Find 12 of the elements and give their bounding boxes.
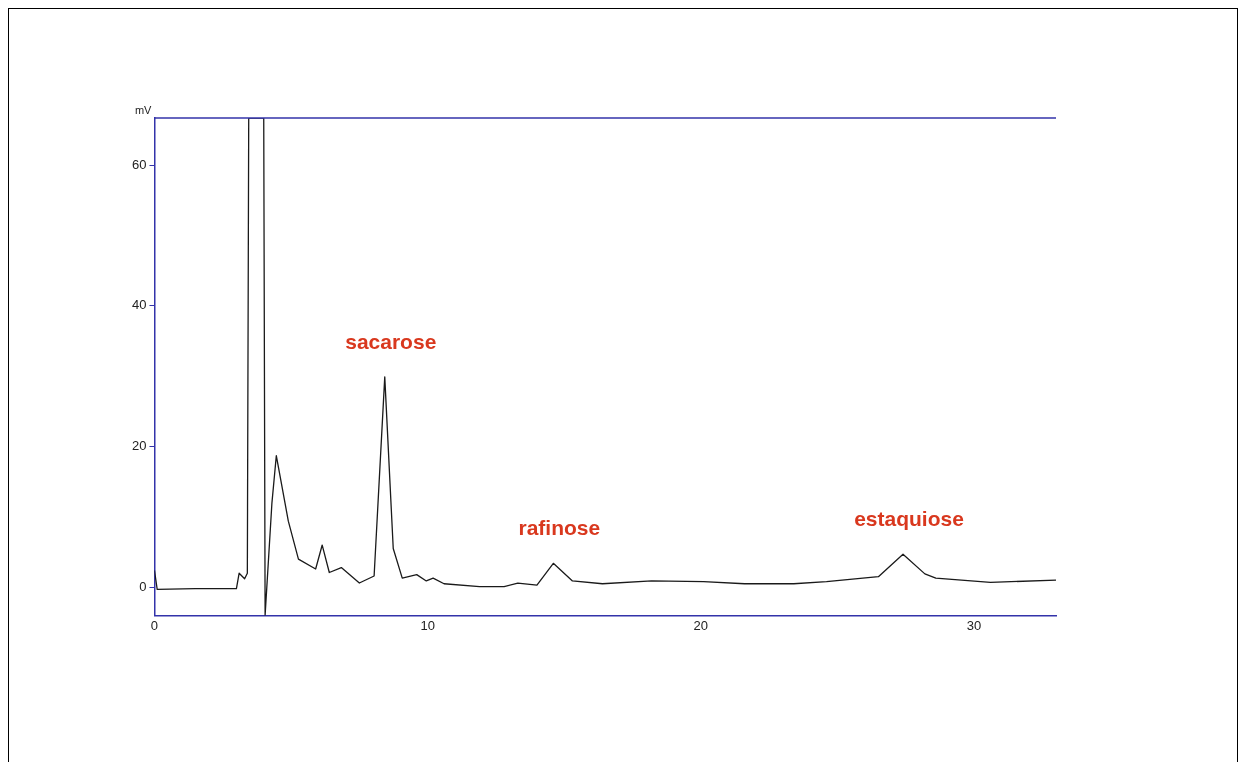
x-tick-label: 30 — [966, 617, 982, 633]
y-tick-label: 20 — [131, 438, 147, 454]
x-tick-label: 0 — [150, 617, 159, 633]
annotation: sacarose — [345, 329, 437, 353]
annotation: rafinose — [518, 516, 601, 540]
y-tick-label: 40 — [131, 297, 147, 313]
y-tick-label: 60 — [131, 156, 147, 172]
annotation: estaquiose — [854, 506, 964, 530]
y-tick-label: 0 — [139, 578, 147, 594]
y-axis-title: mV — [134, 103, 153, 116]
x-tick-label: 20 — [693, 617, 709, 633]
x-tick-label: 10 — [420, 617, 435, 633]
